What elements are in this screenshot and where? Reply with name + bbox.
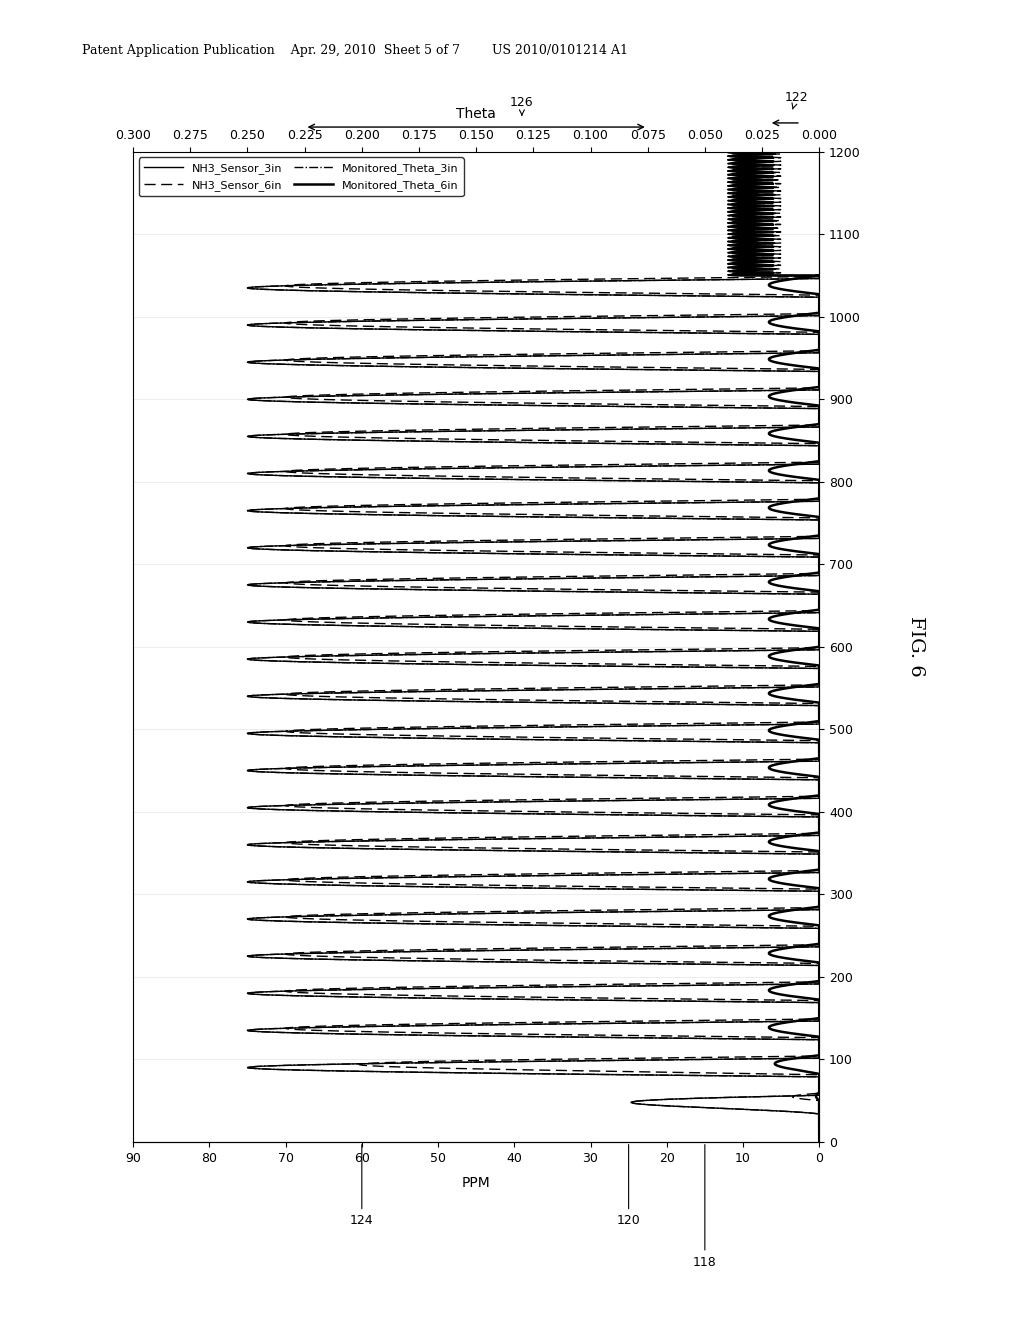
X-axis label: PPM: PPM (462, 1176, 490, 1189)
Text: 120: 120 (616, 1144, 640, 1228)
Text: 126: 126 (510, 96, 534, 115)
Text: 118: 118 (693, 1144, 717, 1269)
Text: Patent Application Publication    Apr. 29, 2010  Sheet 5 of 7        US 2010/010: Patent Application Publication Apr. 29, … (82, 44, 628, 57)
Text: FIG. 6: FIG. 6 (907, 616, 926, 677)
Legend: NH3_Sensor_3in, NH3_Sensor_6in, Monitored_Theta_3in, Monitored_Theta_6in: NH3_Sensor_3in, NH3_Sensor_6in, Monitore… (138, 157, 464, 197)
X-axis label: Theta: Theta (457, 107, 496, 121)
Text: 122: 122 (784, 91, 808, 110)
Text: 124: 124 (350, 1144, 374, 1228)
